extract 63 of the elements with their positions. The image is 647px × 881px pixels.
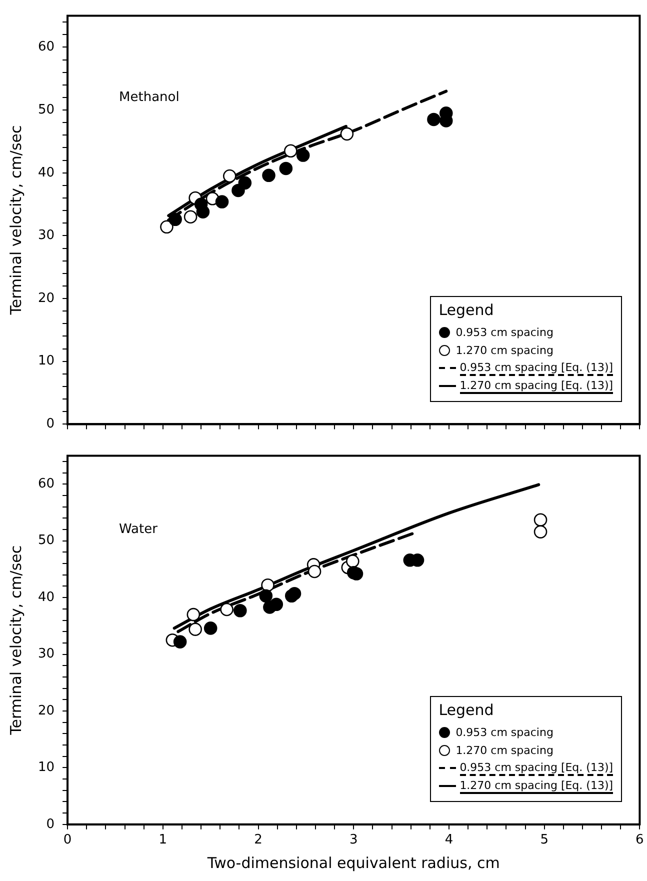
y-tick-label: 20 bbox=[38, 290, 55, 306]
point bbox=[270, 598, 284, 612]
y-tick-label: 50 bbox=[38, 533, 55, 548]
point bbox=[308, 564, 322, 578]
point bbox=[196, 205, 210, 218]
x-axis-title: Two-dimensional equivalent radius, cm bbox=[206, 854, 500, 872]
y-tick-label: 20 bbox=[38, 703, 55, 718]
x-tick-label: 0 bbox=[63, 832, 72, 848]
point bbox=[168, 212, 182, 226]
x-tick-label: 2 bbox=[254, 832, 262, 848]
x-tick-label: 6 bbox=[636, 832, 644, 848]
y-tick-label: 10 bbox=[38, 354, 55, 369]
point bbox=[186, 608, 200, 622]
point bbox=[188, 622, 202, 636]
legend-label: 0.953 cm spacing [Eq. (13)] bbox=[460, 760, 614, 776]
point bbox=[233, 604, 247, 618]
annotation: Methanol bbox=[119, 90, 180, 105]
legend-label: 0.953 cm spacing bbox=[456, 326, 554, 339]
point bbox=[262, 168, 276, 182]
point bbox=[215, 195, 229, 208]
point bbox=[238, 176, 252, 190]
legend-label: 1.270 cm spacing [Eq. (13)] bbox=[460, 378, 614, 394]
x-tick-label: 3 bbox=[349, 832, 358, 848]
point bbox=[173, 635, 187, 648]
y-tick-label: 0 bbox=[46, 416, 55, 432]
point bbox=[279, 162, 293, 176]
y-tick-label: 40 bbox=[38, 165, 55, 180]
point bbox=[427, 112, 440, 126]
y-tick-label: 30 bbox=[38, 228, 55, 244]
y-axis-title: Terminal velocity, cm/sec bbox=[6, 545, 25, 736]
point bbox=[534, 525, 548, 538]
y-tick-label: 60 bbox=[38, 476, 55, 492]
point bbox=[296, 148, 310, 162]
x-tick-label: 1 bbox=[158, 832, 168, 848]
point bbox=[220, 602, 234, 616]
y-tick-label: 50 bbox=[38, 102, 55, 118]
legend-label: 1.270 cm spacing bbox=[456, 744, 554, 757]
legend-label: 1.270 cm spacing bbox=[456, 344, 554, 357]
point bbox=[204, 622, 218, 635]
legend-label: 1.270 cm spacing [Eq. (13)] bbox=[460, 778, 614, 794]
point bbox=[261, 578, 274, 592]
point bbox=[340, 127, 354, 141]
x-tick-label: 4 bbox=[444, 832, 454, 848]
y-axis-title: Terminal velocity, cm/sec bbox=[6, 125, 25, 316]
point bbox=[284, 144, 298, 158]
y-tick-label: 30 bbox=[38, 646, 55, 662]
point bbox=[184, 210, 198, 224]
y-tick-label: 60 bbox=[38, 40, 55, 55]
x-tick-label: 5 bbox=[540, 832, 548, 848]
point bbox=[288, 586, 302, 600]
line-series bbox=[172, 483, 540, 630]
y-tick-label: 0 bbox=[46, 816, 55, 832]
annotation: Water bbox=[119, 522, 158, 537]
legend-title: Legend bbox=[438, 301, 495, 320]
y-tick-label: 10 bbox=[38, 760, 55, 776]
legend-label: 0.953 cm spacing [Eq. (13)] bbox=[460, 360, 614, 376]
y-tick-label: 40 bbox=[38, 590, 55, 605]
point bbox=[534, 513, 548, 527]
legend-title: Legend bbox=[438, 701, 495, 720]
point bbox=[223, 169, 236, 183]
legend-label: 0.953 cm spacing bbox=[456, 726, 554, 739]
point bbox=[346, 554, 360, 568]
point bbox=[259, 589, 273, 603]
